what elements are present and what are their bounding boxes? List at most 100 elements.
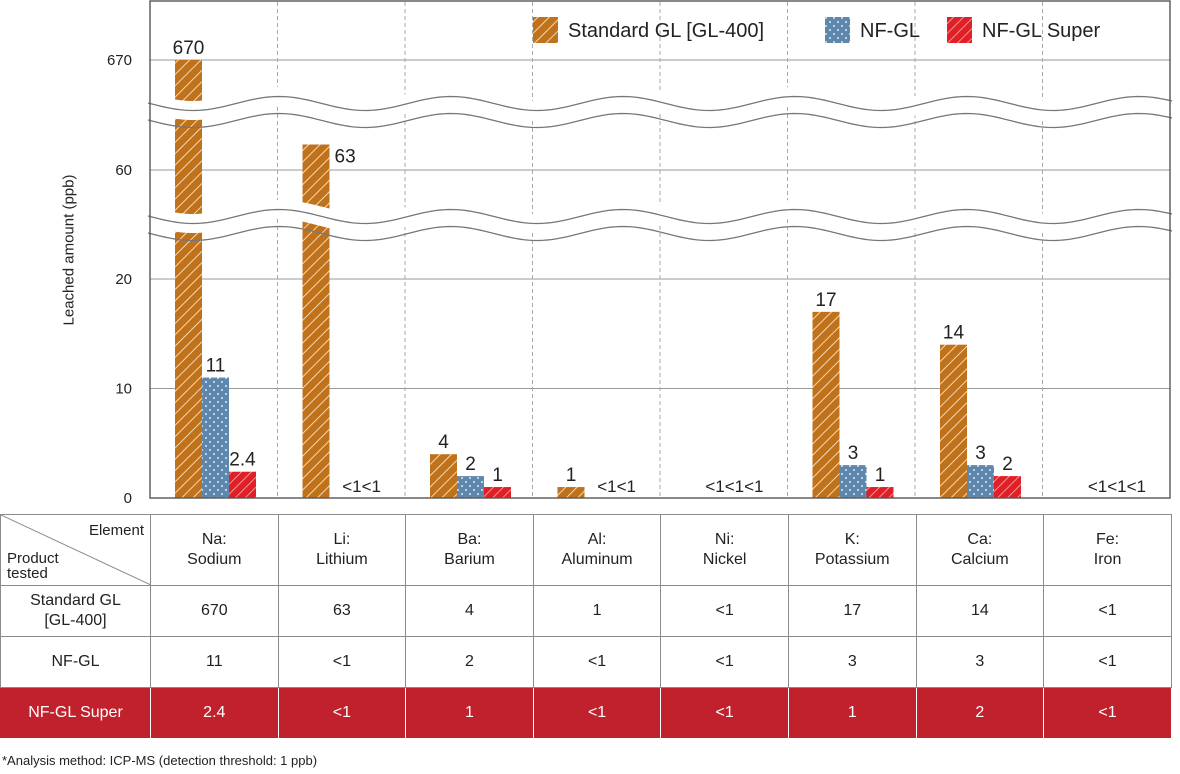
bar xyxy=(812,311,840,498)
table-column-header: Li: Lithium xyxy=(277,514,407,586)
plot-frame xyxy=(149,0,1171,499)
bar xyxy=(940,344,967,498)
data-label: 2 xyxy=(1002,454,1013,475)
value-cell: 1 xyxy=(787,687,917,739)
element-name: Calcium xyxy=(950,551,1009,568)
axis-break-line xyxy=(147,208,1173,225)
data-label: 2 xyxy=(465,454,476,475)
legend-swatch xyxy=(947,17,972,43)
element-name: Lithium xyxy=(316,551,368,568)
value-cell: 3 xyxy=(787,636,917,688)
table-corner-header: Element Product tested xyxy=(0,514,151,586)
table-column-header: Ba: Barium xyxy=(405,514,534,586)
value-cell: <1 xyxy=(277,687,407,739)
data-label: 2.4 xyxy=(229,450,256,471)
data-label: 3 xyxy=(848,443,859,464)
legend-swatch xyxy=(825,17,850,43)
value-cell: <1 xyxy=(1043,636,1172,688)
table-row: NF-GL 11 <1 2 <1 <1 3 3 <1 xyxy=(0,636,1172,688)
product-name-cell: NF-GL xyxy=(0,636,151,688)
table-column-header: Ni: Nickel xyxy=(660,514,789,586)
data-label: 4 xyxy=(438,432,449,453)
legend-entry: NF-GL xyxy=(860,20,920,42)
data-label: 1 xyxy=(566,465,577,486)
table-column-header: K: Potassium xyxy=(787,514,917,586)
element-symbol: Ba: xyxy=(457,531,482,548)
table-column-header: Al: Aluminum xyxy=(532,514,662,586)
bar xyxy=(484,487,511,498)
element-symbol: Li: xyxy=(333,531,351,548)
data-label: 11 xyxy=(206,356,226,377)
value-cell: 1 xyxy=(532,585,662,637)
element-header: Element xyxy=(88,522,144,539)
table-column-header: Na: Sodium xyxy=(150,514,279,586)
y-tick-label: 670 xyxy=(107,52,132,69)
footnote: *Analysis method: ICP-MS (detection thre… xyxy=(2,753,318,768)
value-cell: 17 xyxy=(787,585,917,637)
product-name-cell: NF-GL Super xyxy=(0,687,151,739)
corner-diagonal xyxy=(1,515,151,585)
value-cell: 14 xyxy=(915,585,1045,637)
element-symbol: Fe: xyxy=(1095,531,1120,548)
element-name: Aluminum xyxy=(561,551,633,568)
data-label: 17 xyxy=(815,290,836,311)
results-table: Element Product tested Na: Sodium Li: Lithi… xyxy=(0,514,1172,739)
value-cell: <1 xyxy=(532,636,662,688)
bar xyxy=(302,144,330,498)
value-cell: <1 xyxy=(532,687,662,739)
legend-entry: NF-GL Super xyxy=(982,20,1101,42)
element-name: Nickel xyxy=(702,551,747,568)
bar xyxy=(839,465,867,498)
element-name: Potassium xyxy=(814,551,890,568)
below-threshold-label: <1<1 xyxy=(342,477,381,496)
bar xyxy=(557,487,585,498)
value-cell: 2 xyxy=(915,687,1045,739)
y-tick-label: 10 xyxy=(115,381,132,398)
table-column-header: Ca: Calcium xyxy=(915,514,1045,586)
table-row: NF-GL Super 2.4 <1 1 <1 <1 1 2 <1 xyxy=(0,687,1172,739)
value-cell: <1 xyxy=(277,636,407,688)
element-name: Sodium xyxy=(187,551,242,568)
bar xyxy=(175,60,202,498)
element-name: Barium xyxy=(444,551,495,568)
axis-break-line xyxy=(147,225,1173,242)
value-cell: <1 xyxy=(1043,585,1172,637)
data-label: 1 xyxy=(875,465,886,486)
bar xyxy=(967,465,994,498)
bar xyxy=(994,476,1021,498)
product-header: Product tested xyxy=(7,550,59,582)
value-cell: <1 xyxy=(660,636,789,688)
value-cell: 2.4 xyxy=(150,687,279,739)
value-cell: 2 xyxy=(405,636,534,688)
value-cell: <1 xyxy=(1043,687,1172,739)
element-symbol: Al: xyxy=(587,531,607,548)
data-label: 14 xyxy=(943,323,965,344)
y-tick-label: 60 xyxy=(115,162,132,179)
value-cell: 63 xyxy=(277,585,407,637)
table-row: Standard GL [GL-400] 670 63 4 1 <1 17 14 <1 xyxy=(0,585,1172,637)
below-threshold-label: <1<1<1 xyxy=(705,477,763,496)
value-cell: <1 xyxy=(660,585,789,637)
bar xyxy=(229,471,256,498)
element-symbol: Na: xyxy=(201,531,227,548)
element-symbol: Ca: xyxy=(967,531,993,548)
data-label: 63 xyxy=(335,147,356,168)
value-cell: 4 xyxy=(405,585,534,637)
element-symbol: K: xyxy=(844,531,860,548)
below-threshold-label: <1<1<1 xyxy=(1088,477,1146,496)
value-cell: 1 xyxy=(405,687,534,739)
value-cell: 670 xyxy=(150,585,279,637)
element-name: Iron xyxy=(1093,551,1122,568)
element-symbol: Ni: xyxy=(714,531,735,548)
bar xyxy=(202,377,229,498)
axis-break-line xyxy=(147,112,1173,129)
y-axis-label: Leached amount (ppb) xyxy=(60,174,78,326)
bar xyxy=(866,487,894,498)
data-label: 1 xyxy=(492,465,503,486)
y-tick-label: 0 xyxy=(124,490,132,507)
value-cell: <1 xyxy=(660,687,789,739)
legend-entry: Standard GL [GL-400] xyxy=(568,20,764,42)
data-label: 670 xyxy=(173,38,205,59)
below-threshold-label: <1<1 xyxy=(597,477,636,496)
